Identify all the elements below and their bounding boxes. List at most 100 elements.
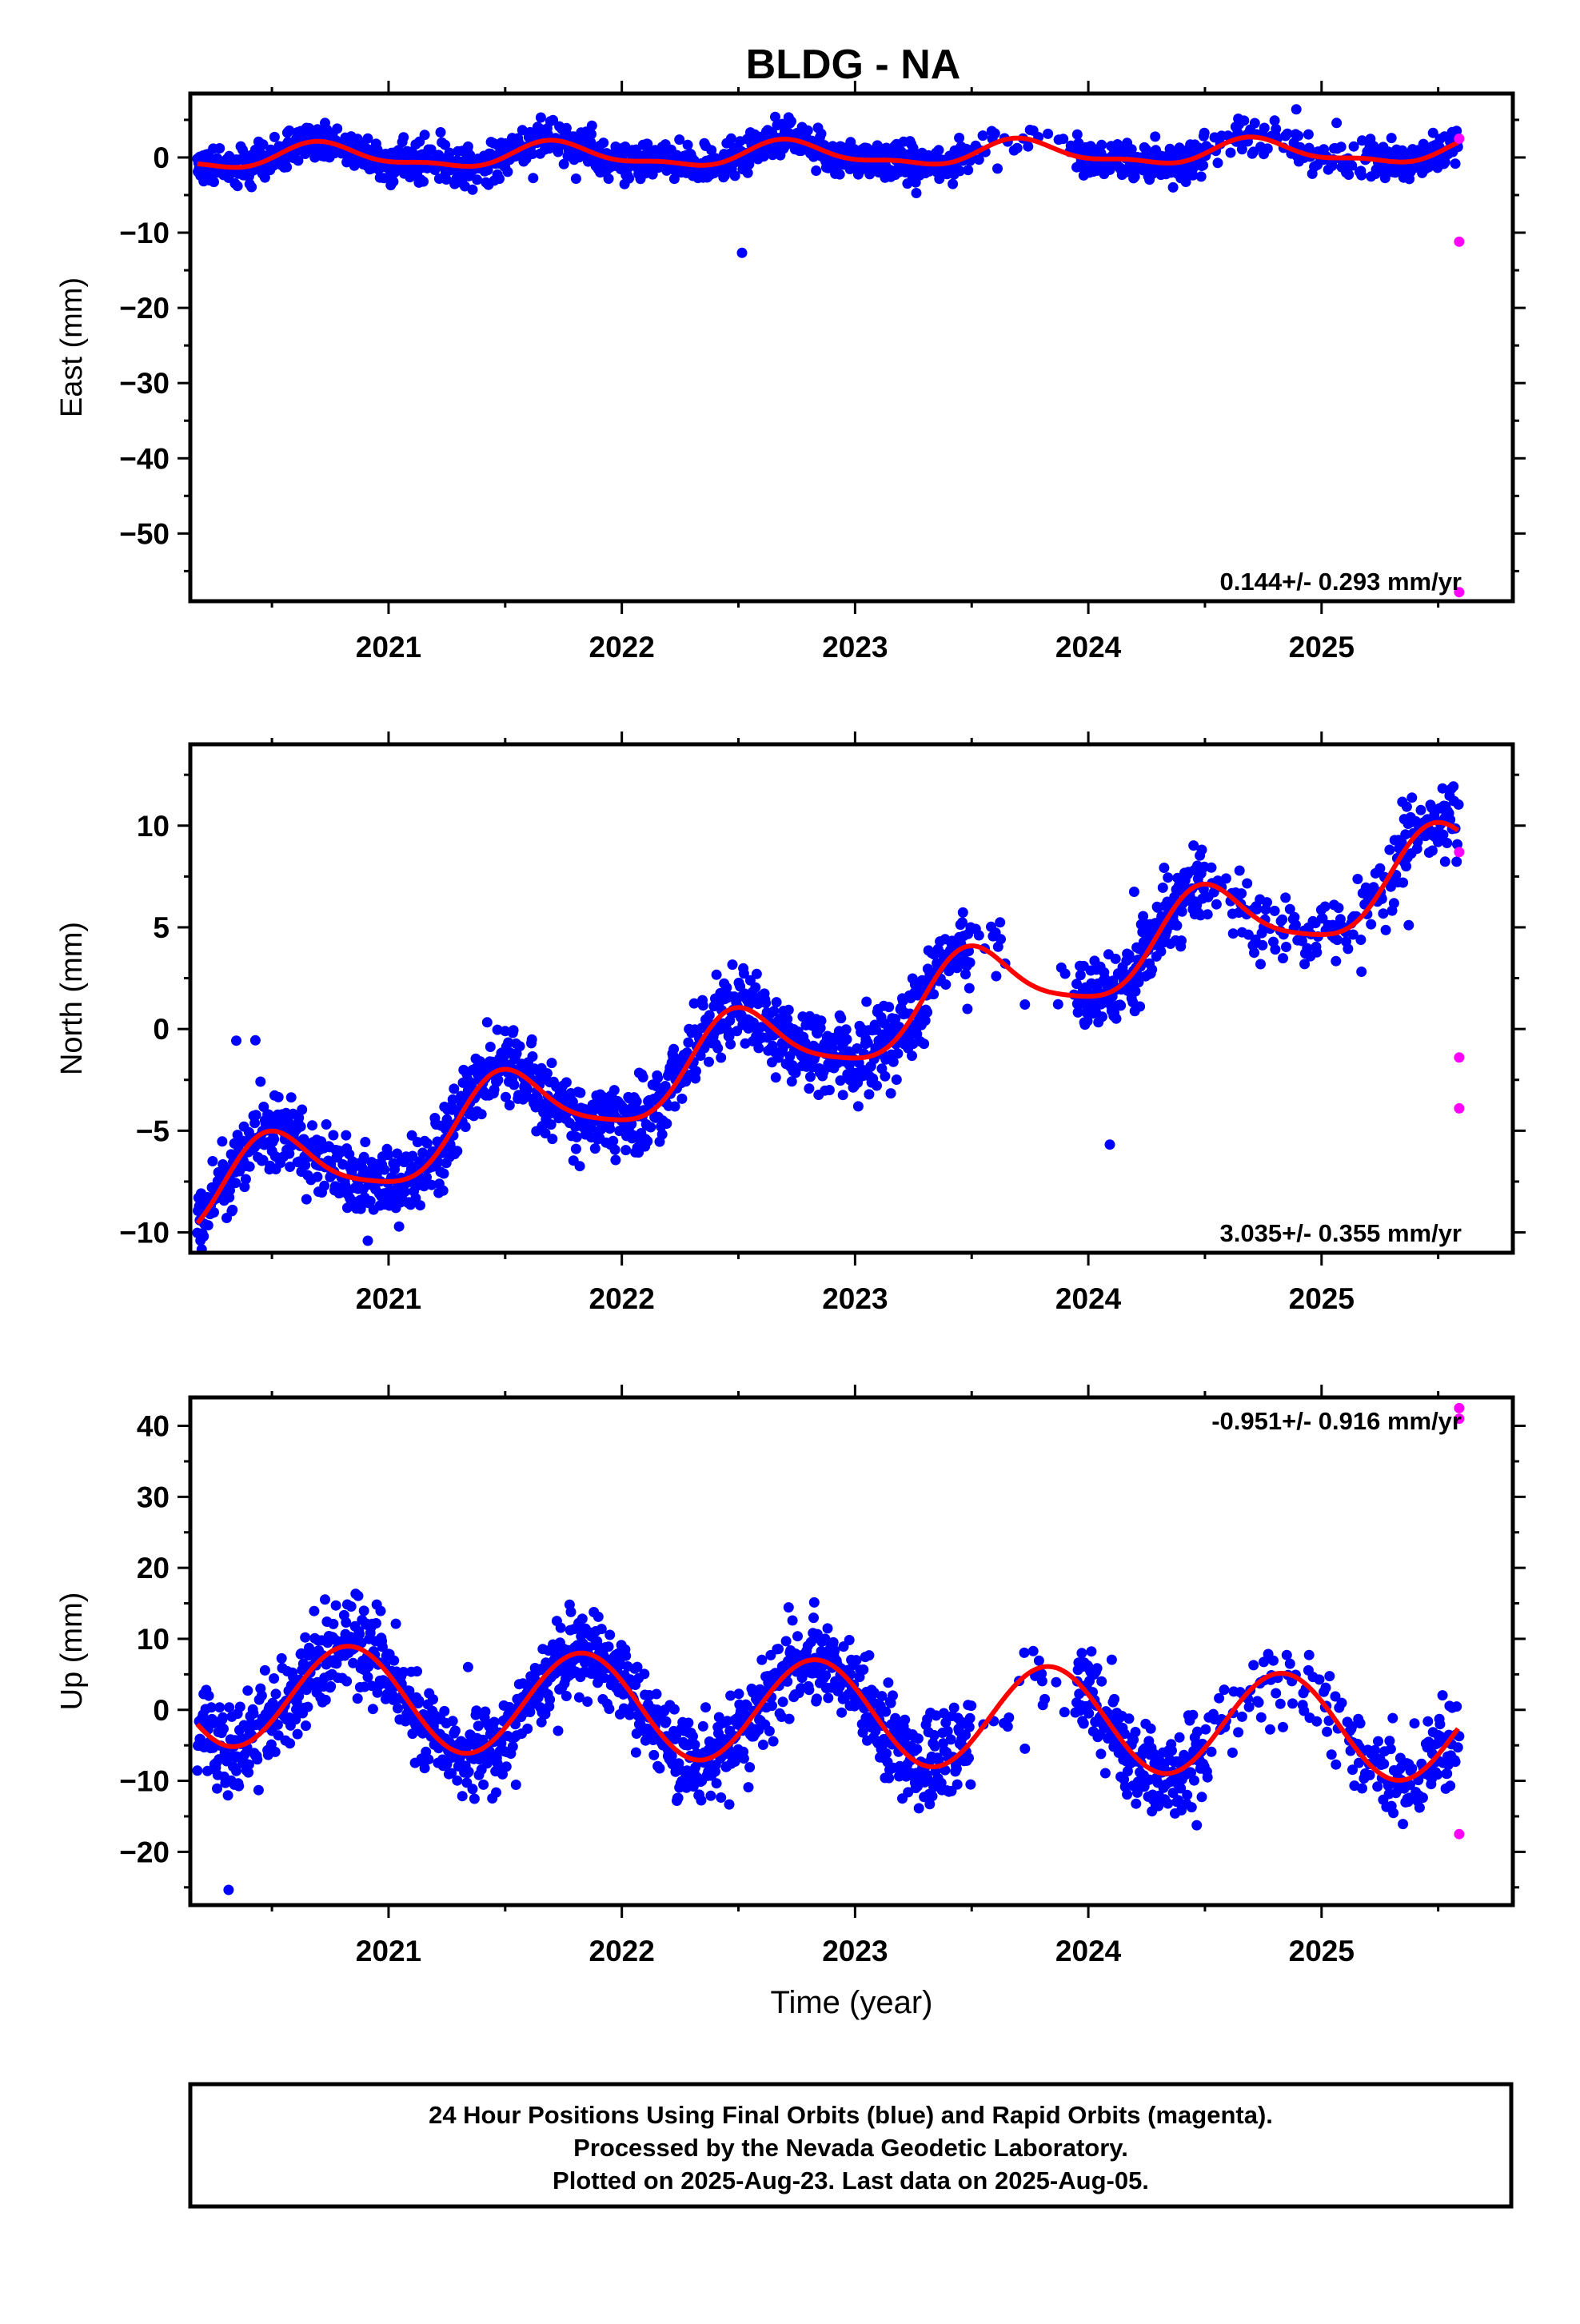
final-orbit-point xyxy=(1324,1671,1335,1681)
final-orbit-point xyxy=(604,1704,614,1714)
final-orbit-point xyxy=(698,1721,708,1732)
final-orbit-point xyxy=(1356,170,1367,181)
final-orbit-point xyxy=(683,140,693,150)
final-orbit-point xyxy=(773,1644,784,1654)
final-orbit-point xyxy=(784,1005,794,1015)
y-tick-label-up: 0 xyxy=(153,1694,170,1727)
final-orbit-point xyxy=(1100,1768,1111,1779)
final-orbit-point xyxy=(1451,856,1462,867)
final-orbit-point xyxy=(423,1754,433,1764)
final-orbit-point xyxy=(604,1641,614,1652)
final-orbit-point xyxy=(661,1118,672,1129)
final-orbit-point xyxy=(251,1110,261,1120)
final-orbit-point xyxy=(965,1780,976,1790)
final-orbit-point xyxy=(829,1645,840,1656)
final-orbit-point xyxy=(804,1684,814,1695)
x-tick-label-east: 2025 xyxy=(1289,631,1355,664)
final-orbit-point xyxy=(661,1716,672,1727)
x-tick-label-up: 2021 xyxy=(356,1935,421,1967)
final-orbit-point xyxy=(418,177,429,187)
final-orbit-point xyxy=(864,1650,874,1660)
final-orbit-point xyxy=(241,1174,251,1185)
final-orbit-point xyxy=(1176,935,1187,946)
final-orbit-point xyxy=(1019,999,1030,1010)
x-tick-label-east: 2021 xyxy=(356,631,421,664)
final-orbit-point xyxy=(1097,1011,1107,1022)
final-orbit-point xyxy=(547,1134,557,1144)
final-orbit-point xyxy=(1107,1655,1117,1665)
final-orbit-point xyxy=(1211,899,1222,910)
final-orbit-point xyxy=(705,1791,716,1801)
final-orbit-point xyxy=(572,1132,582,1142)
final-orbit-point xyxy=(257,1691,267,1701)
final-orbit-point xyxy=(1263,143,1273,153)
final-orbit-point xyxy=(371,1618,381,1628)
final-orbit-point xyxy=(224,1702,234,1712)
final-orbit-point xyxy=(771,1072,781,1082)
final-orbit-point xyxy=(1163,1799,1173,1809)
final-orbit-point xyxy=(547,1058,557,1068)
final-orbit-point xyxy=(767,1700,777,1711)
final-orbit-point xyxy=(725,1039,736,1050)
final-orbit-point xyxy=(1235,866,1245,876)
final-orbit-point xyxy=(522,1084,533,1094)
final-orbit-point xyxy=(477,1109,487,1119)
final-orbit-point xyxy=(632,1096,642,1106)
final-orbit-point xyxy=(321,1695,331,1705)
y-tick-label-north: −5 xyxy=(136,1114,170,1147)
final-orbit-point xyxy=(716,1053,726,1063)
final-orbit-point xyxy=(428,1694,438,1704)
final-orbit-point xyxy=(940,979,951,990)
final-orbit-point xyxy=(744,1782,754,1792)
x-tick-label-east: 2022 xyxy=(589,631,655,664)
final-orbit-point xyxy=(1440,856,1450,867)
final-orbit-point xyxy=(309,1606,319,1616)
y-tick-label-north: 10 xyxy=(137,810,170,843)
final-orbit-point xyxy=(1285,1659,1295,1669)
y-tick-label-up: −20 xyxy=(119,1836,170,1868)
final-orbit-point xyxy=(376,1606,386,1616)
final-orbit-point xyxy=(952,1780,963,1790)
final-orbit-point xyxy=(1187,1710,1198,1720)
final-orbit-point xyxy=(913,1733,924,1744)
final-orbit-point xyxy=(1311,947,1322,958)
final-orbit-point xyxy=(436,127,446,138)
final-orbit-point xyxy=(307,1120,317,1130)
final-orbit-point xyxy=(297,1105,307,1115)
final-orbit-point xyxy=(676,1094,687,1104)
final-orbit-point xyxy=(900,1715,910,1725)
final-orbit-point xyxy=(816,129,827,139)
final-orbit-point xyxy=(1012,143,1023,153)
final-orbit-point xyxy=(246,182,257,193)
final-orbit-point xyxy=(1003,1721,1013,1732)
final-orbit-point xyxy=(788,1616,798,1626)
final-orbit-point xyxy=(1448,781,1458,791)
final-orbit-point xyxy=(412,1666,422,1676)
final-orbit-point xyxy=(1182,1790,1192,1800)
final-orbit-point xyxy=(328,1130,338,1141)
final-orbit-point xyxy=(700,1702,711,1712)
final-orbit-point xyxy=(872,1081,882,1091)
final-orbit-point xyxy=(1053,999,1063,1010)
final-orbit-point xyxy=(341,1617,351,1628)
final-orbit-point xyxy=(1019,1744,1030,1754)
final-orbit-point xyxy=(575,1088,585,1098)
final-orbit-point xyxy=(1389,898,1399,908)
final-orbit-point xyxy=(610,1155,620,1166)
final-orbit-point xyxy=(207,1156,217,1166)
x-tick-label-up: 2024 xyxy=(1055,1935,1122,1967)
final-orbit-point xyxy=(286,1092,297,1102)
final-orbit-point xyxy=(400,1186,410,1197)
final-orbit-point xyxy=(575,1161,585,1171)
final-orbit-point xyxy=(744,1762,755,1772)
final-orbit-point xyxy=(1427,846,1438,856)
final-orbit-point xyxy=(1259,123,1270,134)
final-orbit-point xyxy=(293,1729,303,1740)
final-orbit-point xyxy=(332,123,342,134)
final-orbit-point xyxy=(974,931,984,941)
final-orbit-point xyxy=(1131,987,1141,997)
final-orbit-point xyxy=(250,1035,261,1046)
final-orbit-point xyxy=(227,1205,237,1215)
final-orbit-point xyxy=(472,174,482,185)
